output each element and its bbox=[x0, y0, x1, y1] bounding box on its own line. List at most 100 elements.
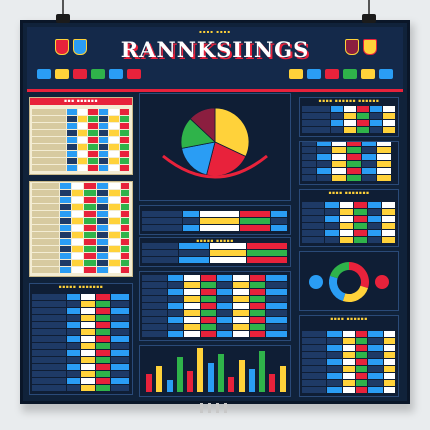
table-cell bbox=[355, 345, 367, 351]
emblem-icon bbox=[343, 69, 357, 79]
table-cell bbox=[355, 380, 367, 386]
team-rankings-rows bbox=[302, 106, 396, 134]
table-cell bbox=[331, 127, 343, 133]
table-cell bbox=[66, 322, 81, 328]
table-cell bbox=[343, 373, 355, 379]
table-cell bbox=[119, 116, 130, 122]
table-row bbox=[142, 211, 288, 217]
table-cell bbox=[111, 329, 129, 335]
table-cell bbox=[109, 190, 121, 196]
column-bar bbox=[197, 348, 204, 392]
table-cell bbox=[88, 144, 98, 150]
table-row bbox=[32, 350, 130, 356]
table-cell bbox=[344, 106, 356, 112]
table-cell bbox=[370, 113, 382, 119]
table-cell bbox=[357, 120, 369, 126]
table-cell bbox=[32, 267, 59, 273]
table-row bbox=[142, 317, 288, 323]
table-cell bbox=[367, 331, 383, 337]
table-cell bbox=[265, 310, 287, 316]
table-cell bbox=[233, 303, 249, 309]
poster-banner: ▪▪▪▪ ▪▪▪▪ RANNKSIINGS bbox=[27, 27, 403, 92]
table-cell bbox=[355, 338, 367, 344]
league-rows bbox=[32, 183, 130, 274]
table-cell bbox=[265, 331, 287, 337]
table-cell bbox=[327, 373, 343, 379]
table-cell bbox=[111, 301, 129, 307]
table-cell bbox=[339, 209, 353, 215]
table-cell bbox=[84, 246, 96, 252]
table-cell bbox=[302, 142, 316, 146]
table-row bbox=[142, 296, 288, 302]
table-cell bbox=[377, 175, 391, 181]
table-cell bbox=[377, 154, 391, 160]
results-table-panel bbox=[139, 271, 291, 341]
player-stats-panel: ▪▪▪▪ ▪▪▪▪▪▪▪ bbox=[299, 189, 399, 247]
table-cell bbox=[66, 301, 81, 307]
table-cell bbox=[370, 127, 382, 133]
table-cell bbox=[32, 260, 59, 266]
table-cell bbox=[302, 127, 330, 133]
donut-panel bbox=[299, 251, 399, 311]
tassel bbox=[224, 403, 227, 413]
table-cell bbox=[67, 158, 77, 164]
table-cell bbox=[265, 296, 287, 302]
table-cell bbox=[71, 218, 84, 224]
table-cell bbox=[32, 197, 59, 203]
table-cell bbox=[216, 324, 233, 330]
table-cell bbox=[32, 301, 66, 307]
table-cell bbox=[109, 253, 121, 259]
table-cell bbox=[121, 232, 129, 238]
table-cell bbox=[32, 204, 59, 210]
table-cell bbox=[179, 243, 209, 249]
banner-kicker: ▪▪▪▪ ▪▪▪▪ bbox=[199, 29, 231, 34]
table-cell bbox=[249, 310, 265, 316]
emblem-icon bbox=[325, 69, 339, 79]
table-cell bbox=[142, 324, 167, 330]
pie-chart-panel bbox=[139, 93, 291, 201]
table-cell bbox=[32, 130, 67, 136]
table-cell bbox=[96, 260, 109, 266]
rankings-poster: ▪▪▪▪ ▪▪▪▪ RANNKSIINGS ▪▪▪ ▪▪▪▪▪▪ ▪ bbox=[20, 20, 410, 404]
table-cell bbox=[302, 120, 330, 126]
table-cell bbox=[233, 282, 249, 288]
table-cell bbox=[96, 315, 111, 321]
table-cell bbox=[96, 239, 109, 245]
table-cell bbox=[332, 154, 346, 160]
table-cell bbox=[111, 357, 129, 363]
table-cell bbox=[240, 225, 271, 231]
table-cell bbox=[249, 317, 265, 323]
table-cell bbox=[109, 225, 121, 231]
table-cell bbox=[109, 116, 119, 122]
table-cell bbox=[96, 357, 111, 363]
table-cell bbox=[67, 116, 77, 122]
team-badge-panel bbox=[299, 141, 399, 185]
table-cell bbox=[167, 282, 184, 288]
table-cell bbox=[367, 366, 383, 372]
table-cell bbox=[325, 223, 339, 229]
crest-icon bbox=[345, 39, 359, 55]
table-cell bbox=[302, 161, 316, 167]
table-cell bbox=[362, 175, 376, 181]
table-cell bbox=[119, 158, 130, 164]
table-cell bbox=[317, 168, 331, 174]
column-bar bbox=[259, 350, 266, 392]
table-cell bbox=[265, 282, 287, 288]
table-cell bbox=[216, 331, 233, 337]
table-cell bbox=[353, 202, 367, 208]
table-cell bbox=[233, 331, 249, 337]
table-cell bbox=[32, 322, 66, 328]
table-cell bbox=[96, 190, 109, 196]
table-cell bbox=[200, 282, 216, 288]
table-cell bbox=[302, 373, 327, 379]
table-cell bbox=[302, 202, 325, 208]
table-cell bbox=[96, 218, 109, 224]
table-cell bbox=[167, 296, 184, 302]
table-cell bbox=[32, 123, 67, 129]
table-cell bbox=[81, 378, 96, 384]
table-cell bbox=[302, 331, 327, 337]
table-cell bbox=[357, 106, 369, 112]
table-cell bbox=[84, 183, 96, 189]
table-cell bbox=[32, 218, 59, 224]
table-cell bbox=[121, 218, 129, 224]
